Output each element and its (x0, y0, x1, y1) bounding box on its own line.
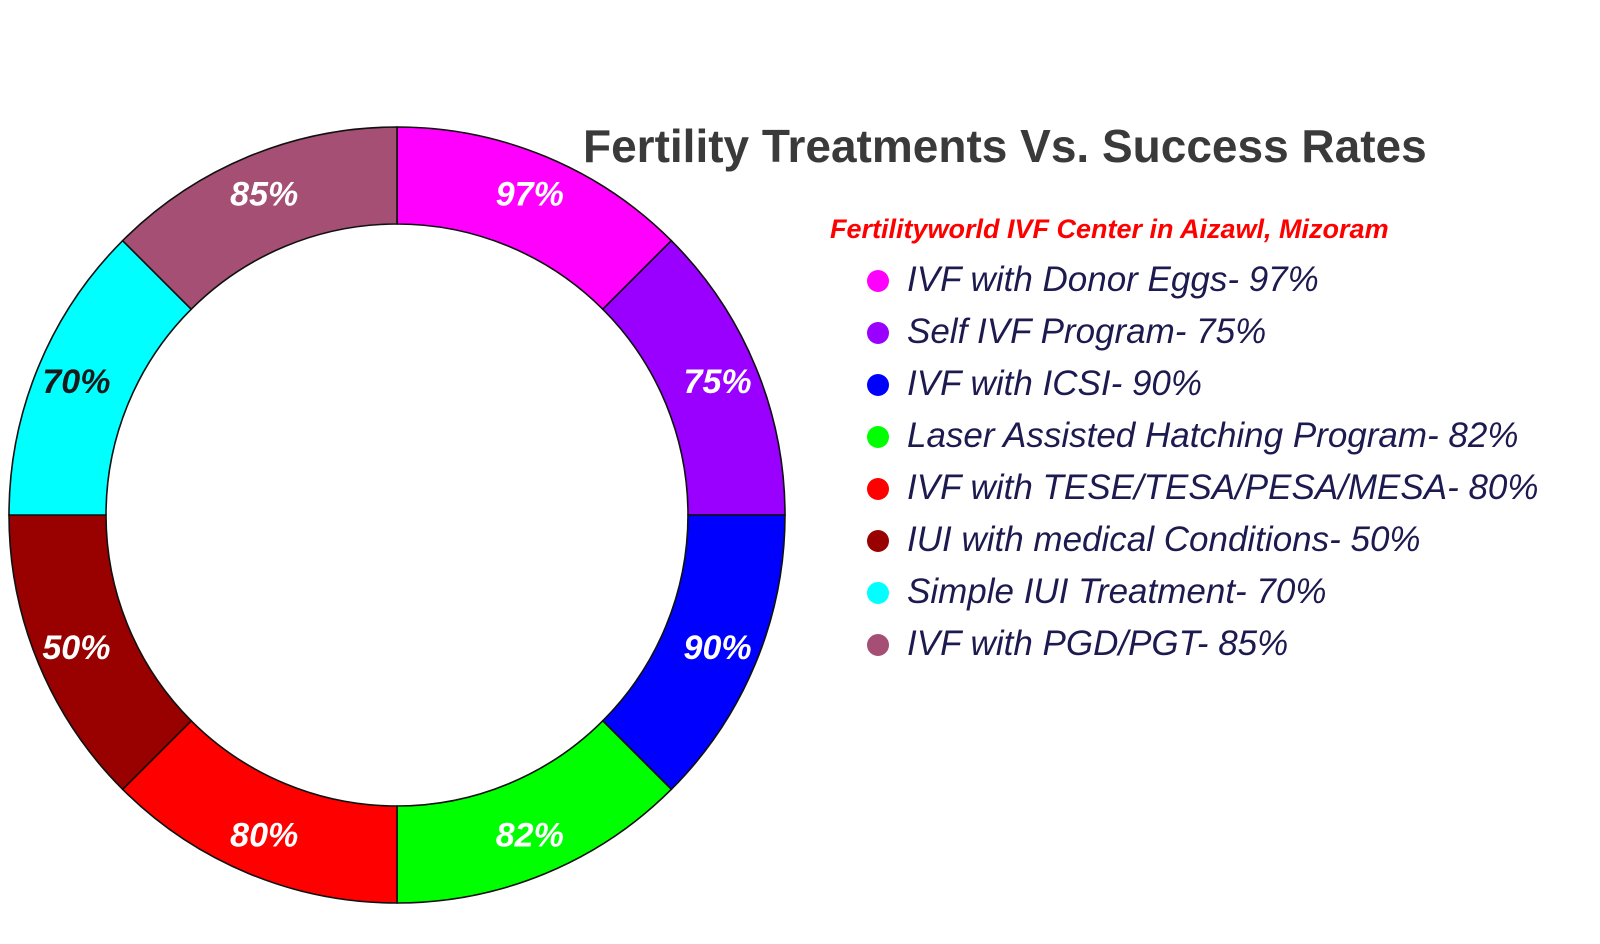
slice-label: 75% (684, 363, 752, 401)
chart-subtitle: Fertilityworld IVF Center in Aizawl, Miz… (830, 214, 1389, 244)
legend-swatch (867, 426, 889, 448)
chart-legend: IVF with Donor Eggs- 97% Self IVF Program… (865, 260, 1575, 676)
donut-slice (396, 719, 673, 904)
legend-swatch (867, 322, 889, 344)
chart-title: Fertility Treatments Vs. Success Rates (583, 120, 1427, 172)
legend-item: IVF with TESE/TESA/PESA/MESA- 80% (865, 468, 1575, 507)
slice-label: 97% (496, 175, 564, 213)
slice-label: 70% (42, 363, 110, 401)
slice-label: 80% (230, 817, 298, 855)
slice-label: 85% (230, 175, 298, 213)
slice-label: 90% (684, 629, 752, 667)
slice-labels: 97% 75% 90% 82% 80% 50% 70% 85% (42, 175, 751, 854)
slice-label: 82% (496, 817, 564, 855)
legend-item: IVF with ICSI- 90% (865, 364, 1575, 403)
legend-label: Simple IUI Treatment- 70% (907, 572, 1327, 611)
legend-label: Laser Assisted Hatching Program- 82% (907, 416, 1519, 455)
legend-swatch (867, 478, 889, 500)
legend-item: IVF with Donor Eggs- 97% (865, 260, 1575, 299)
legend-label: IVF with ICSI- 90% (907, 364, 1203, 403)
legend-swatch (867, 582, 889, 604)
legend-label: IVF with TESE/TESA/PESA/MESA- 80% (907, 468, 1539, 507)
legend-item: IVF with PGD/PGT- 85% (865, 624, 1575, 663)
legend-item: Self IVF Program- 75% (865, 312, 1575, 351)
legend-swatch (867, 270, 889, 292)
donut-slices (8, 126, 786, 904)
legend-swatch (867, 374, 889, 396)
legend-label: IUI with medical Conditions- 50% (907, 520, 1421, 559)
legend-label: Self IVF Program- 75% (907, 312, 1267, 351)
legend-item: Laser Assisted Hatching Program- 82% (865, 416, 1575, 455)
legend-label: IVF with PGD/PGT- 85% (907, 624, 1289, 663)
slice-label: 50% (42, 629, 110, 667)
legend-item: Simple IUI Treatment- 70% (865, 572, 1575, 611)
legend-label: IVF with Donor Eggs- 97% (907, 260, 1319, 299)
legend-item: IUI with medical Conditions- 50% (865, 520, 1575, 559)
legend-swatch (867, 530, 889, 552)
legend-swatch (867, 634, 889, 656)
donut-slice (121, 126, 398, 311)
